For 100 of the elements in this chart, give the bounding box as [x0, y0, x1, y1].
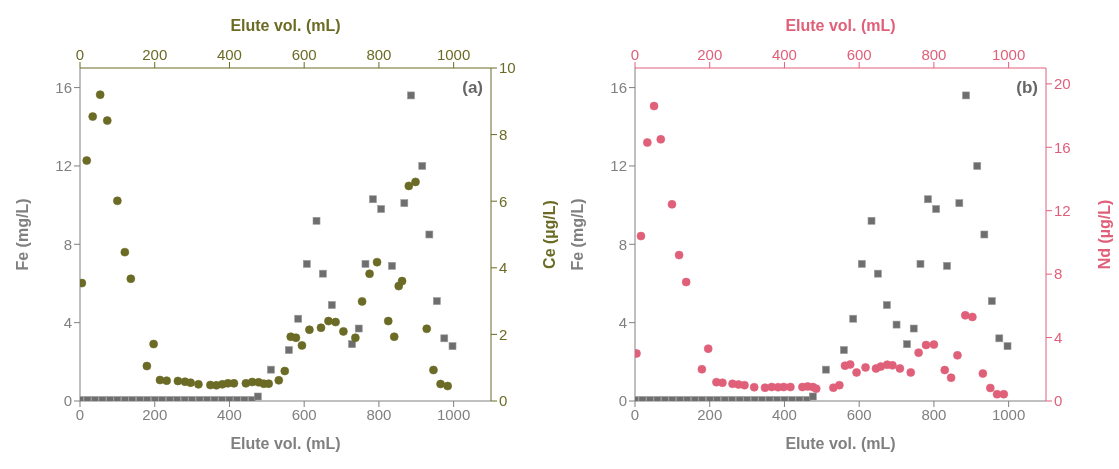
x-tick-label: 600 [291, 405, 317, 423]
x2-tick-label: 0 [75, 46, 85, 63]
point [357, 296, 367, 306]
y2-tick-label: 8 [1054, 265, 1063, 283]
point [656, 134, 666, 144]
x-tick-label: 200 [697, 405, 723, 423]
y-tick-label: 4 [63, 313, 72, 331]
point [929, 340, 939, 350]
x-axis-title: Elute vol. (mL) [785, 435, 896, 452]
x2-tick-label: 400 [771, 46, 797, 63]
point [649, 101, 659, 111]
point [867, 216, 876, 225]
x-axis-title: Elute vol. (mL) [230, 435, 341, 452]
point [909, 324, 918, 333]
point [916, 260, 925, 268]
y-tick-label: 8 [63, 235, 72, 253]
point [411, 177, 421, 187]
point [303, 260, 311, 268]
point [946, 373, 956, 383]
point [433, 297, 441, 305]
point [294, 314, 302, 323]
y2-tick-label: 8 [499, 125, 508, 143]
point [361, 260, 370, 268]
y2-tick-label: 0 [1054, 392, 1063, 410]
point [674, 250, 684, 260]
point [297, 340, 307, 350]
point [102, 116, 112, 126]
point [162, 376, 172, 386]
y2-tick-label: 0 [499, 392, 508, 410]
point [338, 326, 348, 336]
y2-tick-label: 4 [499, 259, 508, 277]
point [173, 376, 183, 386]
point [960, 310, 970, 320]
y-axis-title: Fe (mg/L) [13, 198, 31, 271]
point [962, 91, 970, 100]
point [840, 346, 848, 354]
y-tick-label: 16 [55, 78, 72, 96]
y-tick-label: 0 [63, 392, 72, 410]
point [304, 325, 314, 335]
y-tick-label: 0 [618, 392, 627, 410]
point [892, 320, 901, 329]
point [142, 361, 152, 371]
point [895, 363, 905, 373]
x2-tick-label: 1000 [436, 46, 471, 63]
point [995, 334, 1004, 343]
y-tick-label: 16 [610, 78, 627, 96]
y2-tick-label: 20 [1054, 75, 1071, 93]
point [274, 375, 284, 385]
y-tick-label: 8 [618, 235, 627, 253]
point [980, 230, 989, 239]
x2-tick-label: 600 [846, 46, 872, 63]
x-tick-label: 400 [771, 405, 797, 423]
point [932, 205, 940, 213]
point [921, 340, 931, 350]
point [267, 365, 275, 374]
point [291, 333, 301, 343]
x2-tick-label: 200 [697, 46, 723, 63]
x2-axis-title: Elute vol. (mL) [230, 17, 341, 35]
point [404, 181, 414, 191]
point [348, 340, 356, 348]
point [834, 380, 844, 390]
point [126, 274, 136, 284]
x2-tick-label: 0 [630, 46, 640, 63]
point [428, 365, 438, 375]
x2-tick-label: 1000 [991, 46, 1026, 63]
point [388, 262, 396, 270]
x2-tick-label: 600 [291, 46, 317, 63]
point [95, 90, 105, 100]
point [389, 332, 399, 342]
x2-tick-label: 400 [216, 46, 242, 63]
point [985, 383, 995, 393]
point [448, 342, 457, 350]
point [978, 369, 988, 379]
point [849, 314, 857, 323]
point [112, 196, 122, 206]
point [120, 247, 130, 257]
x-tick-label: 1000 [991, 405, 1026, 423]
y2-tick-label: 12 [1054, 202, 1071, 220]
point [703, 344, 713, 354]
y2-tick-label: 4 [1054, 328, 1063, 346]
point [82, 156, 92, 166]
point [88, 112, 98, 122]
point [681, 277, 691, 287]
point [372, 257, 382, 267]
point [999, 389, 1009, 399]
point [350, 333, 360, 343]
y2-tick-label: 2 [499, 325, 508, 343]
point [973, 162, 982, 170]
point [845, 360, 855, 370]
point [186, 378, 196, 388]
point [383, 316, 393, 326]
point [697, 364, 707, 374]
x-tick-label: 0 [630, 405, 640, 423]
point [914, 348, 924, 358]
point [440, 334, 449, 343]
point [285, 346, 293, 354]
x2-tick-label: 800 [366, 46, 392, 63]
y2-tick-label: 6 [499, 192, 508, 210]
point [328, 301, 336, 309]
y2-tick-label: 16 [1054, 138, 1071, 156]
